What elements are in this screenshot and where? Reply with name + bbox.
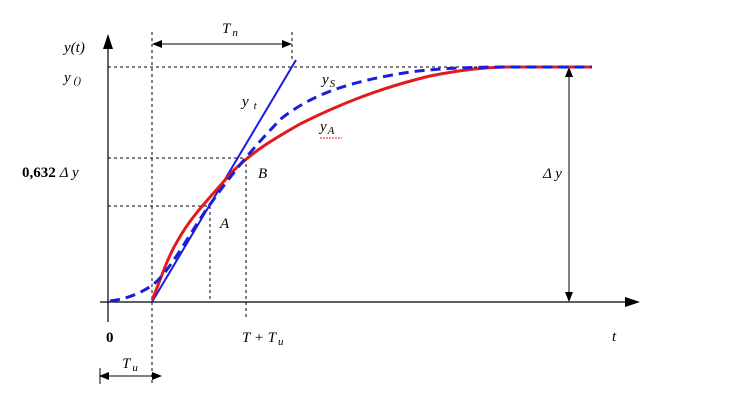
point-b-label: B: [258, 166, 267, 182]
origin-label: 0: [106, 330, 114, 346]
measured-curve: [150, 65, 592, 301]
level-0632-label: 0,632 Δ y: [22, 165, 79, 181]
x-axis-arrow: [625, 297, 640, 307]
y-axis-arrow: [103, 34, 113, 49]
model-curve-label: yS: [320, 72, 336, 90]
model-curve: [109, 65, 592, 303]
delta-y-label: Δ y: [542, 166, 562, 182]
y-final-label: y(): [62, 70, 81, 87]
measured-curve-label: yA: [318, 119, 335, 137]
point-a-label: A: [219, 216, 230, 232]
y-axis-label: y(t): [62, 40, 85, 56]
x-axis-label: t: [612, 329, 617, 345]
